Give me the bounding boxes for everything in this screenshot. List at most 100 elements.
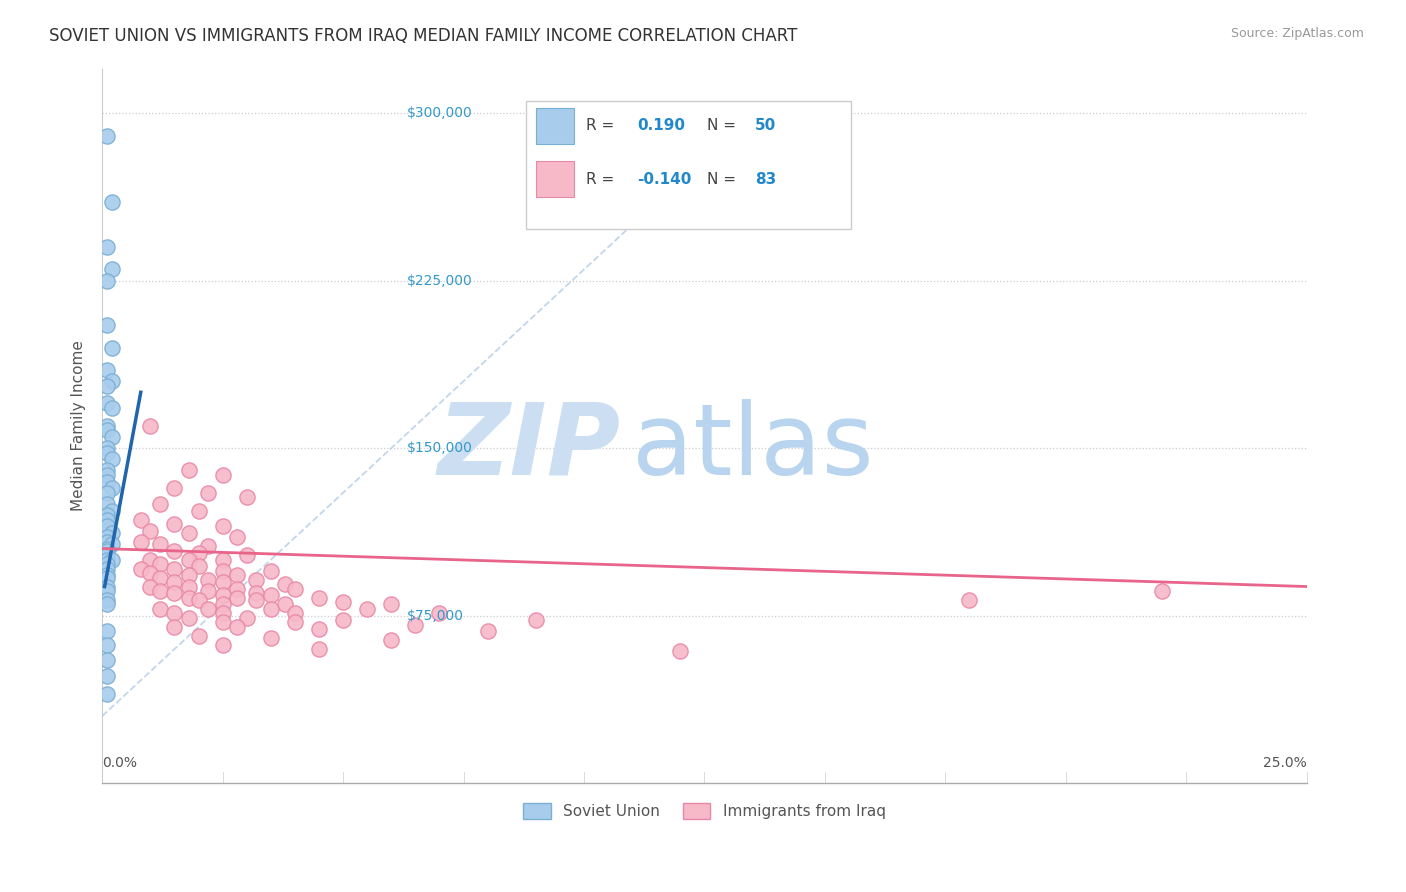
Point bbox=[226, 582, 249, 596]
Point bbox=[211, 598, 233, 612]
Point bbox=[235, 611, 257, 625]
Point bbox=[96, 128, 118, 143]
Point bbox=[477, 624, 499, 639]
Point bbox=[197, 584, 219, 599]
Point bbox=[356, 602, 378, 616]
Point bbox=[308, 622, 330, 636]
Text: atlas: atlas bbox=[633, 399, 873, 496]
Point bbox=[96, 423, 118, 437]
Point bbox=[211, 589, 233, 603]
Point bbox=[96, 418, 118, 433]
Point bbox=[177, 568, 200, 582]
Point bbox=[139, 524, 162, 538]
Point bbox=[197, 573, 219, 587]
Point bbox=[96, 669, 118, 683]
Point bbox=[308, 642, 330, 657]
Point bbox=[96, 638, 118, 652]
Point bbox=[245, 573, 267, 587]
Point bbox=[96, 467, 118, 482]
Point bbox=[139, 580, 162, 594]
Point bbox=[1152, 584, 1174, 599]
Point bbox=[149, 571, 172, 585]
Point bbox=[226, 568, 249, 582]
Point bbox=[101, 537, 124, 551]
Point bbox=[177, 611, 200, 625]
Point bbox=[226, 530, 249, 544]
Point bbox=[284, 607, 307, 621]
Point bbox=[101, 341, 124, 355]
Point bbox=[96, 497, 118, 511]
Point bbox=[96, 653, 118, 667]
Point bbox=[96, 598, 118, 612]
Point bbox=[96, 687, 118, 701]
Point bbox=[211, 615, 233, 630]
Point bbox=[284, 582, 307, 596]
Point bbox=[163, 607, 186, 621]
Point bbox=[96, 274, 118, 288]
Point bbox=[129, 512, 152, 526]
Point bbox=[96, 508, 118, 522]
Text: $225,000: $225,000 bbox=[406, 274, 472, 287]
Point bbox=[139, 566, 162, 581]
Point bbox=[96, 553, 118, 567]
Point bbox=[96, 580, 118, 594]
Point bbox=[149, 558, 172, 572]
Point bbox=[163, 544, 186, 558]
Point bbox=[96, 318, 118, 333]
Point bbox=[101, 262, 124, 277]
Point bbox=[96, 568, 118, 582]
Text: 83: 83 bbox=[755, 172, 776, 186]
Point bbox=[101, 525, 124, 540]
Point bbox=[404, 617, 426, 632]
Text: -0.140: -0.140 bbox=[637, 172, 692, 186]
Point bbox=[96, 534, 118, 549]
FancyBboxPatch shape bbox=[536, 108, 574, 144]
Point bbox=[211, 638, 233, 652]
Point bbox=[177, 580, 200, 594]
Text: N =: N = bbox=[707, 118, 735, 133]
Point bbox=[101, 374, 124, 388]
Point bbox=[96, 558, 118, 572]
Point bbox=[308, 591, 330, 605]
Text: $75,000: $75,000 bbox=[406, 608, 464, 623]
Point bbox=[245, 593, 267, 607]
Point bbox=[197, 540, 219, 554]
Point bbox=[211, 575, 233, 590]
Legend: Soviet Union, Immigrants from Iraq: Soviet Union, Immigrants from Iraq bbox=[517, 797, 891, 825]
Point bbox=[163, 620, 186, 634]
Point bbox=[101, 401, 124, 415]
Point bbox=[101, 481, 124, 495]
FancyBboxPatch shape bbox=[526, 101, 852, 229]
Point bbox=[96, 240, 118, 254]
Point bbox=[380, 633, 402, 648]
Point bbox=[177, 525, 200, 540]
Point bbox=[380, 598, 402, 612]
Point bbox=[197, 602, 219, 616]
Point bbox=[274, 598, 297, 612]
Point bbox=[187, 629, 209, 643]
Point bbox=[96, 541, 118, 556]
Point bbox=[149, 497, 172, 511]
Point bbox=[211, 564, 233, 578]
Point bbox=[139, 418, 162, 433]
Point bbox=[187, 593, 209, 607]
Point bbox=[139, 553, 162, 567]
Text: ZIP: ZIP bbox=[437, 399, 620, 496]
Text: $150,000: $150,000 bbox=[406, 442, 472, 455]
Point bbox=[96, 571, 118, 585]
Point bbox=[96, 624, 118, 639]
Point bbox=[163, 481, 186, 495]
Point bbox=[260, 589, 283, 603]
Point bbox=[96, 593, 118, 607]
Point bbox=[211, 607, 233, 621]
Point bbox=[524, 613, 547, 627]
Point bbox=[197, 485, 219, 500]
Point bbox=[149, 584, 172, 599]
Point bbox=[163, 586, 186, 600]
Point bbox=[187, 559, 209, 574]
Point bbox=[163, 575, 186, 590]
Text: R =: R = bbox=[586, 172, 614, 186]
Point bbox=[101, 430, 124, 444]
Point bbox=[260, 631, 283, 645]
Point bbox=[96, 584, 118, 599]
